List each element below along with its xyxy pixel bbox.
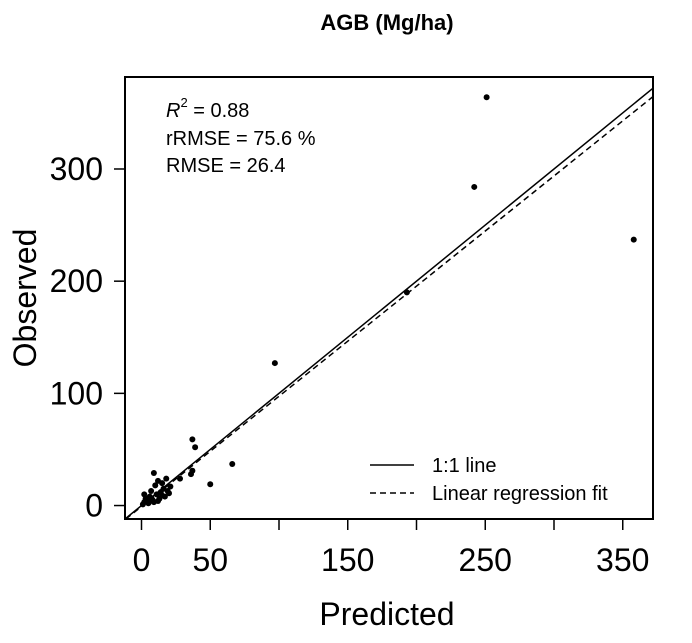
data-point [163, 475, 170, 482]
y-axis-label: Observed [7, 229, 43, 368]
data-point [229, 461, 236, 468]
regression-fit-line [125, 96, 654, 520]
data-point [471, 183, 478, 190]
stats-box: R2 = 0.88 rRMSE = 75.6 % RMSE = 26.4 [166, 95, 316, 177]
data-point [166, 490, 172, 497]
x-tick-label: 0 [133, 542, 151, 578]
data-point [630, 236, 637, 243]
data-point [159, 492, 166, 499]
x-tick-label: 350 [596, 542, 649, 578]
y-tick-label: 300 [50, 151, 103, 187]
plot-frame [124, 76, 654, 520]
x-axis: 0 50 150 250 350 [133, 519, 649, 578]
legend: 1:1 line Linear regression fit [370, 455, 608, 505]
chart-title: AGB (Mg/ha) [320, 10, 453, 35]
data-point [192, 444, 199, 451]
y-tick-label: 200 [50, 263, 103, 299]
data-point [403, 289, 410, 296]
r2-symbol: R [166, 100, 180, 122]
data-point [167, 483, 174, 490]
data-point [189, 467, 196, 474]
data-point [483, 94, 490, 101]
r2-value: = 0.88 [188, 100, 250, 122]
y-axis: 0 100 200 300 [50, 151, 125, 524]
r2-label: R2 = 0.88 [166, 95, 249, 122]
y-tick-label: 100 [50, 375, 103, 411]
data-point [141, 491, 148, 498]
rmse-label: RMSE = 26.4 [166, 155, 286, 177]
data-point [207, 481, 214, 488]
data-point [155, 498, 161, 505]
data-point [145, 500, 152, 507]
x-axis-label: Predicted [319, 596, 454, 632]
reference-lines [124, 87, 654, 520]
data-point [150, 470, 157, 477]
x-tick-label: 50 [192, 542, 228, 578]
r2-exponent: 2 [180, 95, 187, 110]
x-tick-label: 150 [321, 542, 374, 578]
y-tick-label: 0 [85, 488, 103, 524]
x-tick-label: 250 [459, 542, 512, 578]
data-points [139, 94, 637, 508]
data-point [148, 487, 155, 494]
one-to-one-line [124, 87, 654, 520]
data-point [159, 480, 166, 487]
legend-label-one-to-one: 1:1 line [432, 455, 497, 477]
legend-label-regression: Linear regression fit [432, 483, 608, 505]
data-point [189, 436, 196, 443]
data-point [177, 475, 183, 482]
data-point [271, 360, 278, 367]
rrmse-label: rRMSE = 75.6 % [166, 128, 316, 150]
data-point [152, 482, 159, 489]
